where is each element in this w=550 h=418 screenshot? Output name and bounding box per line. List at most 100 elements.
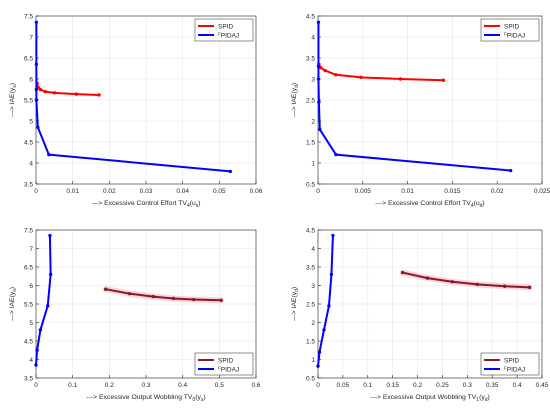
- data-point-fpidaj: [317, 350, 322, 354]
- x-tick-label: 0.1: [68, 382, 77, 389]
- y-tick-label: 6: [29, 283, 33, 290]
- x-tick-label: 0.3: [463, 382, 472, 389]
- y-tick-label: 6: [29, 76, 33, 83]
- chart-panel-top-right: 0 0.005 0.01 0.015 0.02 0.025 0.5 1 1.5 2 2.5 3 3.5 4…: [291, 13, 550, 209]
- x-tick-label: 0.01: [66, 188, 79, 195]
- x-axis-label-tail-subscript: d: [485, 397, 488, 403]
- y-axis-label-main: ---> IAE(y: [9, 291, 16, 321]
- data-point-fpidaj: [317, 100, 321, 104]
- y-tick-label: 2: [311, 118, 315, 125]
- x-axis-label-end: ): [198, 200, 200, 207]
- x-tick-label: 0.2: [413, 382, 422, 389]
- x-tick-label: 0.3: [141, 382, 150, 389]
- data-point-spid: [502, 284, 507, 288]
- x-tick-label: 0.04: [176, 188, 189, 195]
- x-tick-label: 0.06: [250, 188, 263, 195]
- y-tick-label: 3.5: [306, 264, 315, 271]
- y-tick-label: 1: [311, 357, 315, 364]
- y-axis-label: ---> IAE(yd): [291, 287, 300, 321]
- data-point-fpidaj: [48, 272, 53, 277]
- legend-label-fpidaj: FPIDAJ: [218, 31, 239, 39]
- x-axis-label-main: ---> Excessive Output Wobbling TV: [86, 394, 193, 401]
- data-point-spid: [219, 298, 223, 302]
- x-tick-label: 0.02: [103, 188, 116, 195]
- data-point-spid: [323, 68, 327, 73]
- chart-panel-bottom-right: 0 0.05 0.1 0.15 0.2 0.25 0.3 0.35 0.4 0.45 0.5 1 1.5…: [291, 227, 549, 403]
- series-line-fpidaj: [35, 235, 52, 366]
- data-point-fpidaj: [316, 77, 321, 81]
- legend-label-fpidaj: FPIDAJ: [218, 365, 239, 373]
- data-point-spid: [97, 93, 101, 97]
- data-point-fpidaj: [38, 328, 43, 332]
- x-tick-label: 0.05: [337, 382, 350, 389]
- data-point-fpidaj: [35, 348, 39, 352]
- x-tick-label: 0: [316, 188, 320, 195]
- y-tick-label: 6.5: [24, 264, 33, 271]
- y-tick-label: 4.5: [306, 13, 315, 20]
- y-tick-label: 0.5: [306, 375, 315, 382]
- data-point-fpidaj: [46, 304, 50, 308]
- x-tick-label: 0.02: [491, 188, 504, 195]
- legend-label-spid: SPID: [504, 357, 519, 364]
- y-tick-label: 0.5: [306, 181, 315, 188]
- y-axis-label-subscript: s: [12, 289, 18, 292]
- data-point-spid: [441, 78, 446, 82]
- y-tick-label: 1.5: [306, 139, 315, 146]
- data-point-fpidaj: [329, 272, 334, 277]
- legend-label-main: PIDAJ: [221, 366, 239, 373]
- y-tick-label: 3.5: [24, 375, 33, 382]
- data-point-spid: [450, 280, 455, 284]
- y-tick-label: 7: [29, 246, 33, 253]
- data-point-spid: [334, 73, 338, 77]
- legend-label-fpidaj: FPIDAJ: [504, 365, 525, 373]
- data-point-fpidaj: [34, 62, 39, 66]
- data-point-fpidaj: [34, 20, 39, 24]
- x-axis-label-main: ---> Excessive Output Wobbling TV: [370, 394, 477, 401]
- x-tick-label: 0.25: [436, 382, 449, 389]
- x-axis-label: ---> Excessive Output Wobbling TV1(yd): [370, 394, 490, 403]
- x-tick-label: 0.01: [401, 188, 414, 195]
- chart-panel-top-left: 0 0.01 0.02 0.03 0.04 0.05 0.06 3.5 4 4.5 5 5.5 6 6.5…: [9, 13, 263, 209]
- y-tick-label: 2: [311, 320, 315, 327]
- data-point-spid: [359, 75, 363, 80]
- x-axis-label-subscript: 0: [192, 397, 195, 403]
- data-point-spid: [475, 282, 479, 287]
- x-axis-label-tail-subscript: s: [201, 397, 204, 403]
- x-tick-label: 0.1: [363, 382, 372, 389]
- x-axis-label-end: ): [488, 394, 490, 401]
- x-axis-label-subscript: 4: [187, 203, 190, 209]
- data-point-spid: [43, 89, 47, 94]
- data-point-spid: [151, 294, 156, 299]
- series-line-spid: [402, 271, 530, 289]
- x-axis-label: ---> Excessive Control Effort TV4(ud): [375, 200, 484, 209]
- legend-label-spid: SPID: [504, 23, 519, 30]
- data-point-fpidaj: [331, 233, 335, 238]
- data-point-spid: [74, 92, 79, 96]
- data-point-spid: [38, 87, 43, 92]
- data-point-spid: [171, 296, 176, 301]
- y-axis-label-subscript: s: [12, 85, 18, 88]
- data-point-spid: [527, 285, 532, 290]
- x-axis-label-main: ---> Excessive Control Effort TV: [91, 200, 187, 207]
- data-point-fpidaj: [334, 152, 338, 157]
- y-tick-label: 4: [29, 160, 33, 167]
- y-axis-label-main: ---> IAE(y: [9, 87, 16, 117]
- y-tick-label: 5.5: [24, 97, 33, 104]
- y-tick-label: 5.5: [24, 301, 33, 308]
- x-tick-label: 0.025: [534, 188, 550, 195]
- y-tick-label: 1: [311, 160, 315, 167]
- x-tick-label: 0.35: [486, 382, 499, 389]
- data-point-fpidaj: [47, 152, 51, 157]
- x-axis-label-tail: (y: [195, 394, 201, 401]
- data-point-fpidaj: [34, 98, 39, 102]
- legend-label-superscript: F: [504, 31, 507, 36]
- data-point-spid: [191, 297, 196, 302]
- data-point-fpidaj: [322, 328, 326, 332]
- legend-label-superscript: F: [218, 31, 221, 36]
- y-tick-label: 3: [311, 76, 315, 83]
- data-point-fpidaj: [508, 168, 513, 173]
- x-tick-label: 0: [316, 382, 320, 389]
